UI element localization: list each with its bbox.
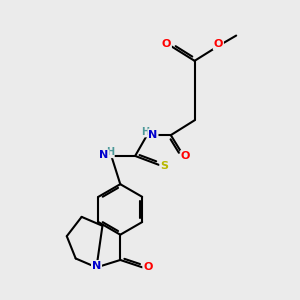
Text: O: O [162, 40, 171, 50]
Text: H: H [142, 127, 150, 136]
Text: N: N [148, 130, 158, 140]
Text: N: N [92, 261, 101, 271]
Text: O: O [181, 151, 190, 161]
Text: O: O [143, 262, 153, 272]
Text: S: S [160, 161, 168, 171]
Text: N: N [99, 150, 109, 160]
Text: H: H [106, 147, 114, 158]
Text: O: O [214, 40, 223, 50]
